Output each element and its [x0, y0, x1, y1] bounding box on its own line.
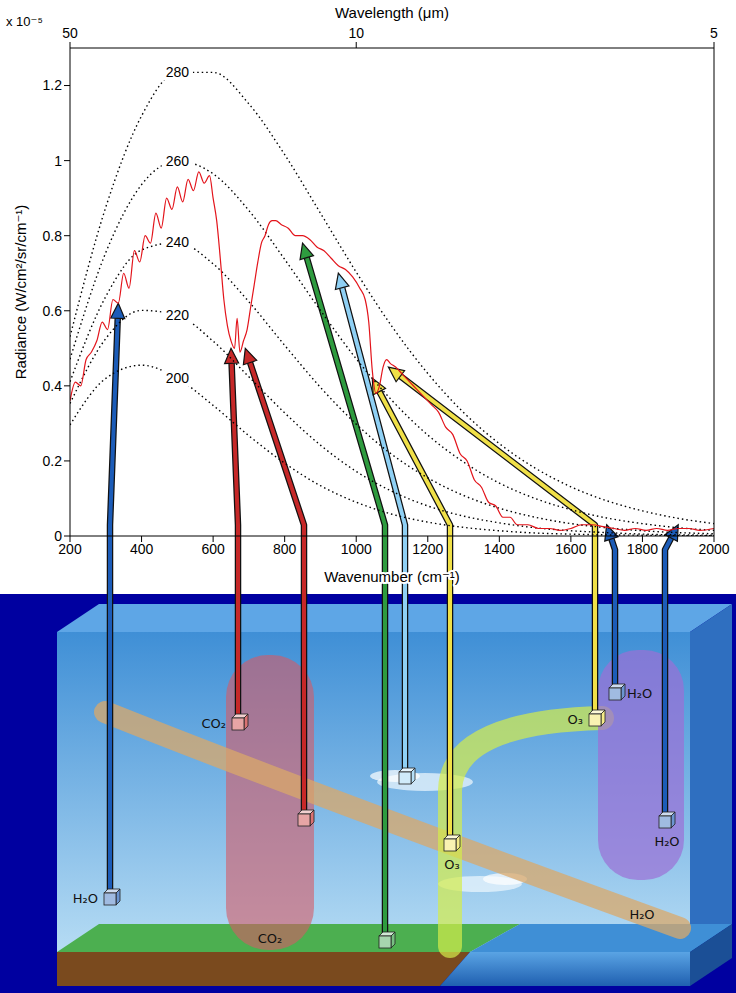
svg-text:280: 280 [166, 64, 190, 80]
svg-text:2000: 2000 [698, 541, 729, 557]
svg-text:400: 400 [130, 541, 154, 557]
svg-text:1400: 1400 [484, 541, 515, 557]
svg-text:240: 240 [166, 234, 190, 250]
svg-text:1000: 1000 [341, 541, 372, 557]
svg-text:CO₂: CO₂ [201, 716, 226, 731]
svg-text:H₂O: H₂O [627, 686, 652, 701]
svg-text:50: 50 [62, 25, 78, 41]
svg-text:O₃: O₃ [444, 857, 459, 872]
svg-text:600: 600 [201, 541, 225, 557]
svg-text:x 10⁻⁵: x 10⁻⁵ [6, 14, 43, 29]
svg-text:H₂O: H₂O [629, 907, 654, 922]
svg-text:Wavelength (μm): Wavelength (μm) [335, 4, 449, 21]
svg-text:1600: 1600 [555, 541, 586, 557]
svg-text:H₂O: H₂O [654, 834, 679, 849]
svg-text:200: 200 [166, 370, 190, 386]
svg-text:220: 220 [166, 307, 190, 323]
svg-text:1200: 1200 [412, 541, 443, 557]
svg-text:0.6: 0.6 [43, 303, 63, 319]
svg-text:0.4: 0.4 [43, 378, 63, 394]
svg-text:260: 260 [166, 153, 190, 169]
svg-text:1: 1 [54, 153, 62, 169]
svg-text:1800: 1800 [627, 541, 658, 557]
svg-text:0: 0 [54, 528, 62, 544]
svg-text:5: 5 [710, 25, 718, 41]
svg-text:10: 10 [348, 25, 364, 41]
svg-text:Radiance (W/cm²/sr/cm⁻¹): Radiance (W/cm²/sr/cm⁻¹) [12, 205, 29, 380]
svg-text:CO₂: CO₂ [258, 931, 283, 946]
svg-text:0.2: 0.2 [43, 453, 63, 469]
svg-text:800: 800 [273, 541, 297, 557]
svg-text:1.2: 1.2 [43, 77, 63, 93]
svg-text:200: 200 [58, 540, 82, 557]
svg-text:O₃: O₃ [568, 712, 583, 727]
svg-text:H₂O: H₂O [73, 891, 98, 906]
svg-text:0.8: 0.8 [43, 228, 63, 244]
svg-text:Wavenumber (cm⁻¹): Wavenumber (cm⁻¹) [324, 568, 460, 585]
